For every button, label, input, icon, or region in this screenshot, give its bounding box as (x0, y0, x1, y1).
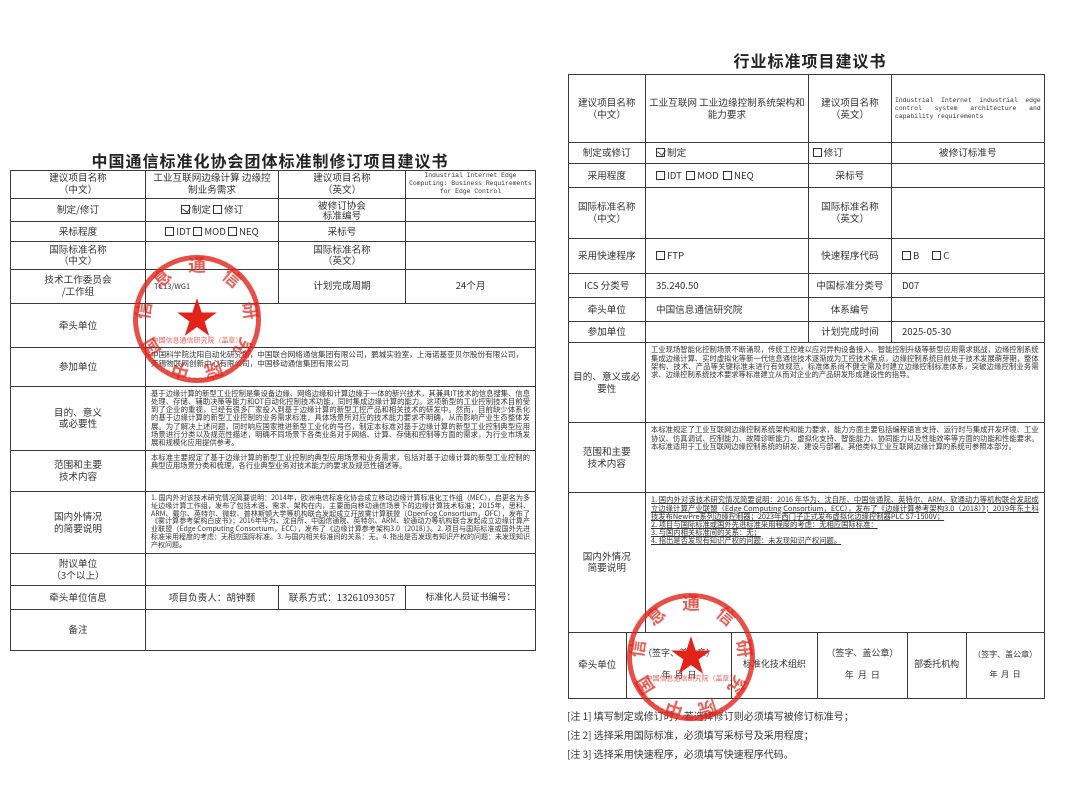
svg-text:息: 息 (640, 600, 671, 631)
svg-text:信: 信 (625, 637, 651, 659)
svg-text:6: 6 (686, 713, 690, 720)
svg-text:息: 息 (146, 261, 177, 292)
svg-text:信: 信 (711, 600, 742, 631)
svg-text:信: 信 (131, 299, 157, 321)
svg-text:中国信息通信研究院（盖章）: 中国信息通信研究院（盖章） (645, 673, 736, 683)
svg-text:通: 通 (682, 591, 700, 616)
svg-text:通: 通 (188, 253, 206, 278)
svg-text:6: 6 (193, 375, 197, 382)
svg-text:中国信息通信研究院（盖章）: 中国信息通信研究院（盖章） (152, 335, 243, 345)
svg-text:信: 信 (217, 261, 248, 292)
